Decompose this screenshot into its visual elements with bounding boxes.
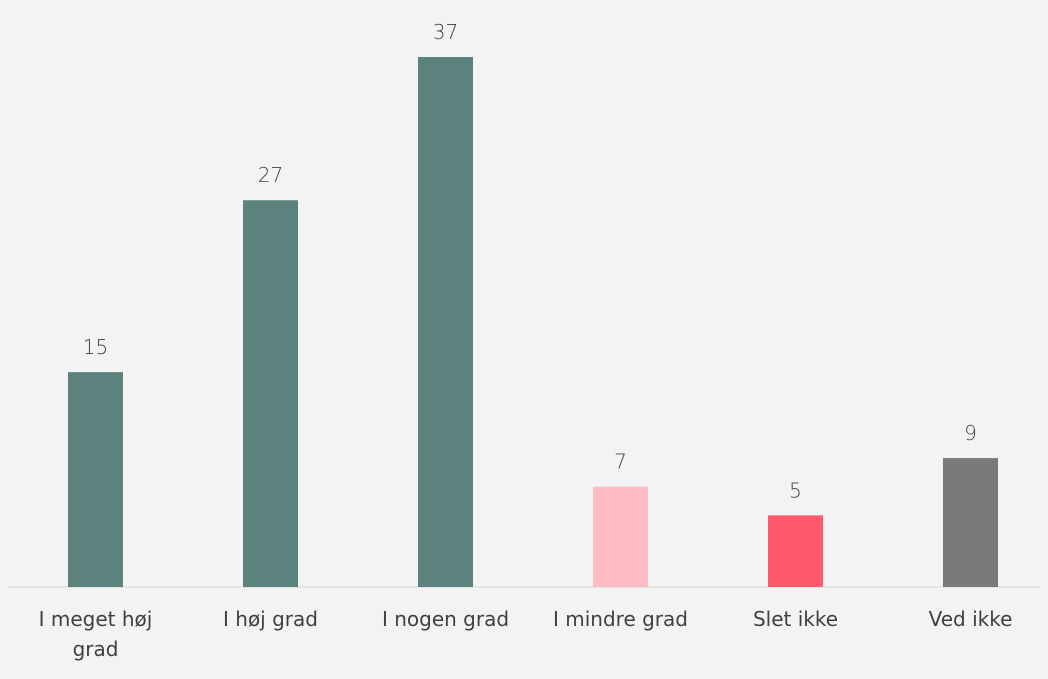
bar xyxy=(243,200,298,588)
value-label: 37 xyxy=(433,20,458,44)
x-tick-label: I høj grad xyxy=(223,607,318,631)
value-label: 27 xyxy=(258,163,283,187)
bar xyxy=(418,57,473,587)
bar xyxy=(943,458,998,587)
value-label: 15 xyxy=(83,335,108,359)
value-label: 5 xyxy=(789,478,802,502)
value-label: 7 xyxy=(614,450,627,474)
bar xyxy=(593,486,648,587)
x-tick-label: I meget høj grad xyxy=(38,607,153,661)
x-tick-label: I mindre grad xyxy=(553,607,688,631)
value-label: 9 xyxy=(964,421,977,445)
x-tick-label: Slet ikke xyxy=(752,607,839,631)
bar xyxy=(768,515,823,587)
x-tick-label: Ved ikke xyxy=(928,607,1013,631)
bar xyxy=(68,372,123,587)
x-tick-label: I nogen grad xyxy=(381,607,510,631)
